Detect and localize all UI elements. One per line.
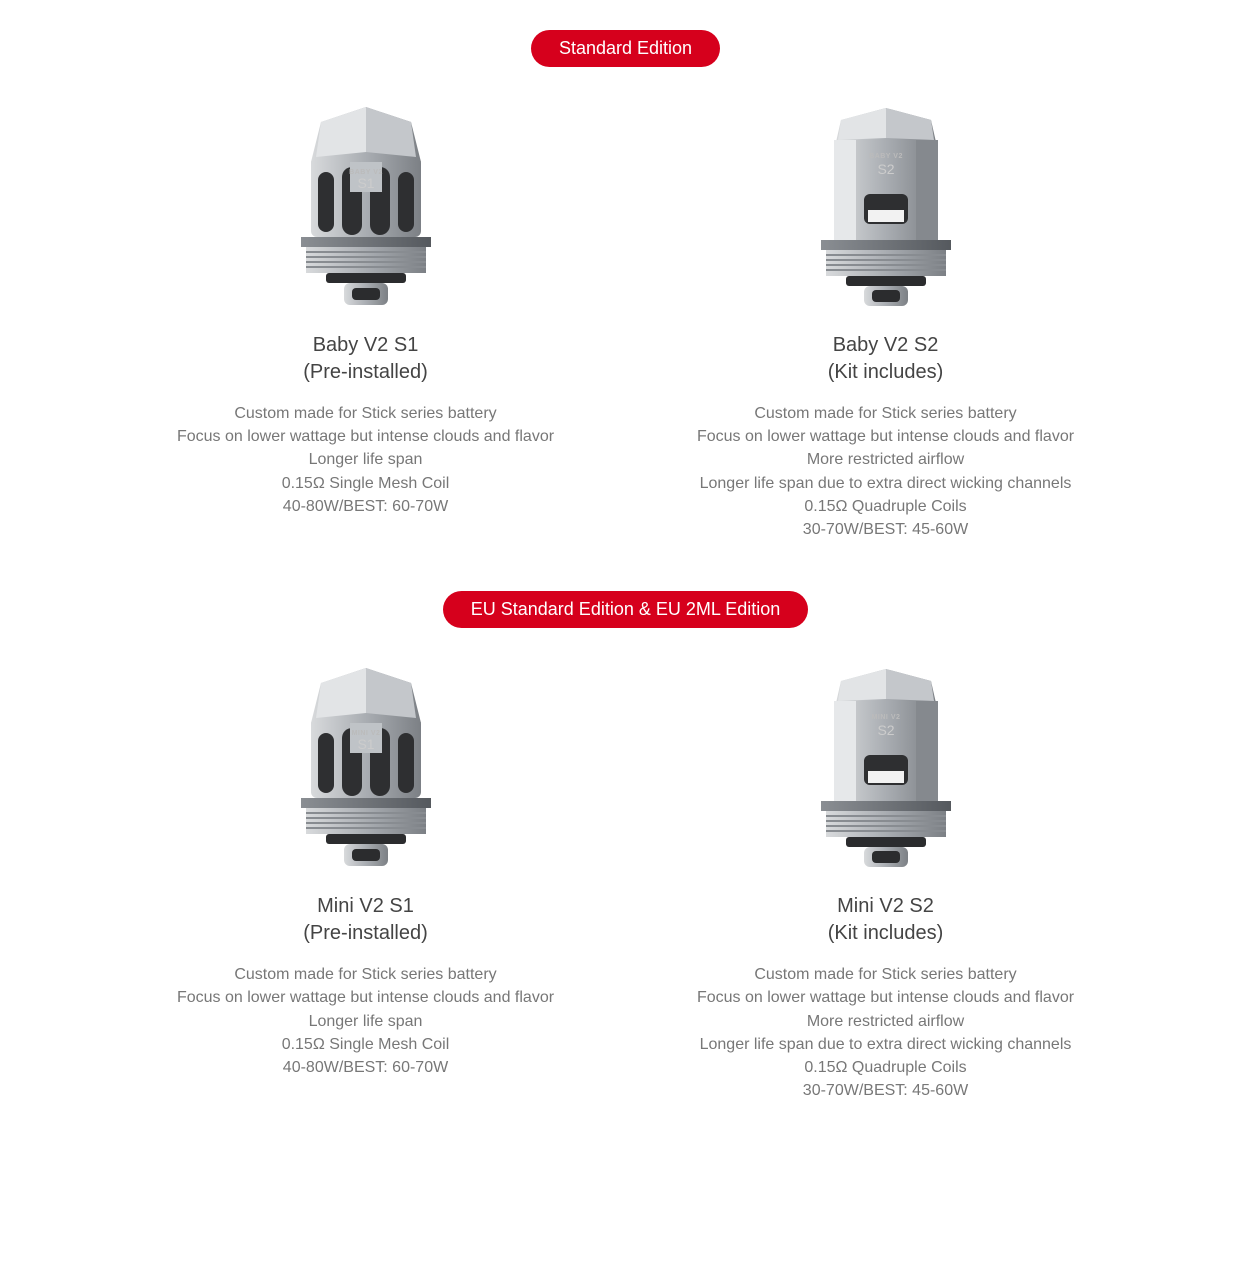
- svg-text:S1: S1: [357, 175, 374, 191]
- product-title: Mini V2 S2 (Kit includes): [656, 893, 1116, 947]
- product-title: Baby V2 S2 (Kit includes): [656, 332, 1116, 386]
- product-row: MINI V2 S1 Mini V2 S1 (Pre-installed): [60, 663, 1191, 1102]
- section-eu: EU Standard Edition & EU 2ML Edition: [60, 591, 1191, 1102]
- edition-badge: EU Standard Edition & EU 2ML Edition: [443, 591, 809, 628]
- coil-cage-icon: BABY V2 S1: [266, 102, 466, 312]
- product-card: MINI V2 S1 Mini V2 S1 (Pre-installed): [136, 663, 596, 1102]
- product-row: BABY V2 S1 Baby V2 S1 (Pre-installed): [60, 102, 1191, 541]
- svg-text:S2: S2: [877, 722, 894, 738]
- product-desc: Custom made for Stick series battery Foc…: [656, 963, 1116, 1102]
- svg-text:MINI V2: MINI V2: [871, 714, 900, 721]
- product-card: BABY V2 S1 Baby V2 S1 (Pre-installed): [136, 102, 596, 541]
- coil-cage-icon: MINI V2 S1: [266, 663, 466, 873]
- coil-solid-icon: MINI V2 S2: [786, 663, 986, 873]
- svg-text:S2: S2: [877, 161, 894, 177]
- svg-text:BABY V2: BABY V2: [869, 153, 903, 160]
- product-desc: Custom made for Stick series battery Foc…: [656, 402, 1116, 541]
- edition-badge: Standard Edition: [531, 30, 720, 67]
- product-desc: Custom made for Stick series battery Foc…: [136, 963, 596, 1079]
- product-desc: Custom made for Stick series battery Foc…: [136, 402, 596, 518]
- product-title: Baby V2 S1 (Pre-installed): [136, 332, 596, 386]
- coil-solid-icon: BABY V2 S2: [786, 102, 986, 312]
- product-card: BABY V2 S2 Baby V2 S2 (Kit: [656, 102, 1116, 541]
- svg-text:S1: S1: [357, 736, 374, 752]
- product-title: Mini V2 S1 (Pre-installed): [136, 893, 596, 947]
- product-card: MINI V2 S2 Mini V2 S2 (Kit: [656, 663, 1116, 1102]
- section-standard: Standard Edition: [60, 30, 1191, 541]
